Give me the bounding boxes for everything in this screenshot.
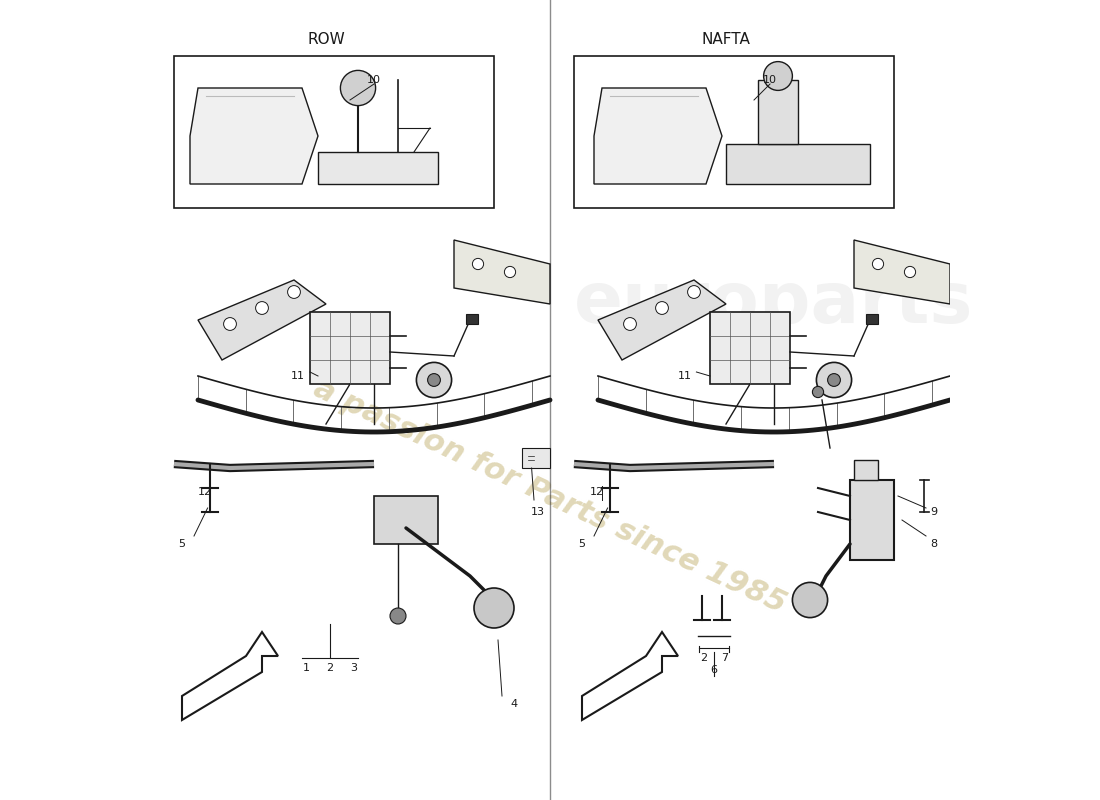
Bar xyxy=(310,312,390,384)
Circle shape xyxy=(827,374,840,386)
Bar xyxy=(466,314,478,324)
Text: 13: 13 xyxy=(531,507,544,517)
Polygon shape xyxy=(454,240,550,304)
Circle shape xyxy=(763,62,792,90)
Circle shape xyxy=(340,70,375,106)
Circle shape xyxy=(417,362,452,398)
Bar xyxy=(710,312,790,384)
Polygon shape xyxy=(594,88,722,184)
Polygon shape xyxy=(374,496,438,544)
Text: 1: 1 xyxy=(302,663,309,673)
Circle shape xyxy=(505,266,516,278)
Circle shape xyxy=(428,374,440,386)
Text: 8: 8 xyxy=(931,539,937,549)
Text: europarts: europarts xyxy=(574,270,974,338)
Text: 5: 5 xyxy=(178,539,186,549)
Text: a passion for Parts since 1985: a passion for Parts since 1985 xyxy=(309,374,791,618)
Bar xyxy=(854,460,878,480)
Text: 12: 12 xyxy=(590,487,604,497)
Text: ROW: ROW xyxy=(307,33,345,47)
Circle shape xyxy=(816,362,851,398)
Polygon shape xyxy=(198,280,326,360)
Text: 9: 9 xyxy=(931,507,937,517)
Text: 11: 11 xyxy=(292,371,305,381)
Bar xyxy=(522,448,550,468)
Circle shape xyxy=(688,286,701,298)
Polygon shape xyxy=(582,632,678,720)
Circle shape xyxy=(624,318,637,330)
Polygon shape xyxy=(598,280,726,360)
Bar xyxy=(866,314,878,324)
Text: 3: 3 xyxy=(351,663,358,673)
Circle shape xyxy=(255,302,268,314)
Bar xyxy=(758,80,798,144)
Text: 2: 2 xyxy=(700,653,707,662)
Circle shape xyxy=(872,258,883,270)
Circle shape xyxy=(223,318,236,330)
Text: 5: 5 xyxy=(579,539,585,549)
Circle shape xyxy=(813,386,824,398)
Circle shape xyxy=(287,286,300,298)
Circle shape xyxy=(474,588,514,628)
Bar xyxy=(850,480,894,560)
Polygon shape xyxy=(854,240,950,304)
Polygon shape xyxy=(182,632,278,720)
Polygon shape xyxy=(318,152,438,184)
Circle shape xyxy=(390,608,406,624)
Bar xyxy=(574,56,894,208)
Bar xyxy=(174,56,494,208)
Text: 4: 4 xyxy=(510,699,518,709)
Text: 2: 2 xyxy=(327,663,333,673)
Polygon shape xyxy=(190,88,318,184)
Circle shape xyxy=(656,302,669,314)
Text: NAFTA: NAFTA xyxy=(702,33,750,47)
Text: 11: 11 xyxy=(678,371,692,381)
Polygon shape xyxy=(726,144,870,184)
Text: 10: 10 xyxy=(367,75,381,85)
Text: 12: 12 xyxy=(197,487,211,497)
Text: 10: 10 xyxy=(763,75,777,85)
Text: 6: 6 xyxy=(711,666,717,675)
Circle shape xyxy=(792,582,827,618)
Text: 7: 7 xyxy=(720,653,728,662)
Circle shape xyxy=(472,258,484,270)
Circle shape xyxy=(904,266,915,278)
